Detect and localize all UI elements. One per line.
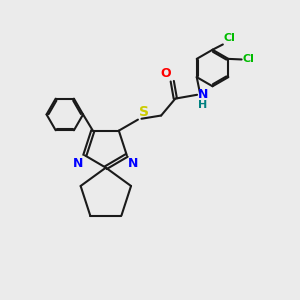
Text: S: S <box>139 105 148 119</box>
Text: N: N <box>73 157 83 170</box>
Text: Cl: Cl <box>224 33 236 43</box>
Text: N: N <box>198 88 208 101</box>
Text: N: N <box>128 157 139 170</box>
Text: O: O <box>160 67 171 80</box>
Text: H: H <box>198 100 207 110</box>
Text: Cl: Cl <box>242 55 254 64</box>
